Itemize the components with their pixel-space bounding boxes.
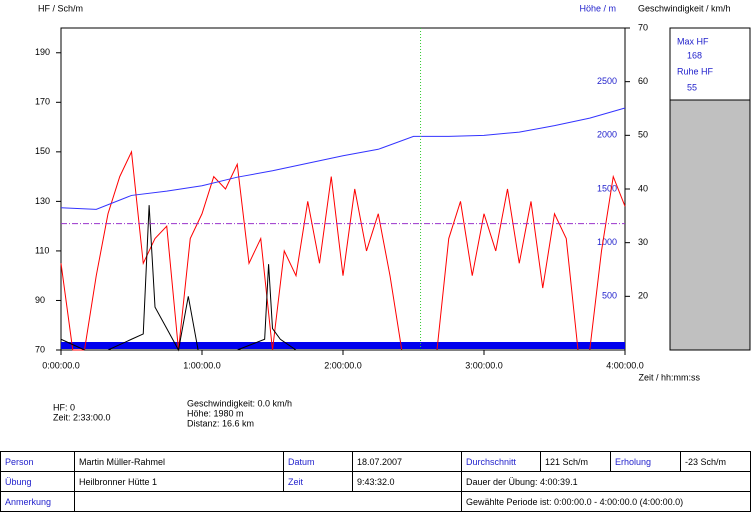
row: Person Martin Müller-Rahmel Datum 18.07.… [0,451,751,472]
y-tick-label: 150 [35,146,50,156]
series-line [60,107,626,210]
x-axis-label: Zeit / hh:mm:ss [638,372,700,382]
y2-tick-label: 1500 [597,183,617,193]
cell: 121 Sch/m [540,451,611,472]
y2-tick-label: 2500 [597,76,617,86]
info-table: Person Martin Müller-Rahmel Datum 18.07.… [0,451,751,512]
max-value: 168 [687,50,702,60]
y3-axis-label: Geschwindigkeit / km/h [638,3,731,13]
cell-label: Anmerkung [0,491,75,512]
info-height: Höhe: 1980 m [187,408,244,418]
rest-value: 55 [687,82,697,92]
x-tick-label: 1:00:00.0 [183,360,221,370]
cell-label: Zeit [283,471,353,492]
y-tick-label: 70 [35,344,45,354]
y3-tick-label: 50 [638,130,648,140]
y2-tick-label: 1000 [597,237,617,247]
x-tick-label: 4:00:00.0 [606,360,644,370]
series-line [60,205,625,352]
row: Übung Heilbronner Hütte 1 Zeit 9:43:32.0… [0,471,751,492]
panel-bottom [669,99,751,351]
y3-tick-label: 30 [638,237,648,247]
panel-top [669,27,751,101]
cell-label: Person [0,451,75,472]
x-tick-label: 3:00:00.0 [465,360,503,370]
info-hf: HF: 0 [53,402,75,412]
cell: Martin Müller-Rahmel [74,451,284,472]
cell: 9:43:32.0 [352,471,462,492]
plot-area [60,27,626,351]
cell: 18.07.2007 [352,451,462,472]
cell: Dauer der Übung: 4:00:39.1 [461,471,751,492]
cell-label: Erholung [610,451,681,472]
cell: Heilbronner Hütte 1 [74,471,284,492]
rest-label: Ruhe HF [677,66,714,76]
y-tick-label: 110 [35,245,49,255]
max-label: Max HF [677,36,709,46]
y-tick-label: 90 [35,295,45,305]
range-bar [61,342,625,349]
x-tick-label: 2:00:00.0 [324,360,362,370]
cell: Gewählte Periode ist: 0:00:00.0 - 4:00:0… [461,491,751,512]
info-time: Zeit: 2:33:00.0 [53,412,111,422]
x-tick-label: 0:00:00.0 [42,360,80,370]
y3-tick-label: 70 [638,22,648,32]
cell: -23 Sch/m [680,451,751,472]
cell [74,491,462,512]
y3-tick-label: 60 [638,76,648,86]
y2-tick-label: 500 [602,291,617,301]
cell-label: Durchschnitt [461,451,541,472]
cell-label: Datum [283,451,353,472]
y-axis-label: HF / Sch/m [38,3,83,13]
y-tick-label: 190 [35,47,50,57]
series-line [60,150,626,351]
cell-label: Übung [0,471,75,492]
y2-axis-label: Höhe / m [579,3,616,13]
y-tick-label: 130 [35,196,50,206]
y3-tick-label: 20 [638,291,648,301]
y-tick-label: 170 [35,97,50,107]
info-distance: Distanz: 16.6 km [187,418,254,428]
info-speed: Geschwindigkeit: 0.0 km/h [187,398,292,408]
y2-tick-label: 2000 [597,130,617,140]
y3-tick-label: 40 [638,183,648,193]
chart: HF / Sch/m Höhe / m Geschwindigkeit / km… [35,3,751,428]
row: Anmerkung Gewählte Periode ist: 0:00:00.… [0,491,751,512]
